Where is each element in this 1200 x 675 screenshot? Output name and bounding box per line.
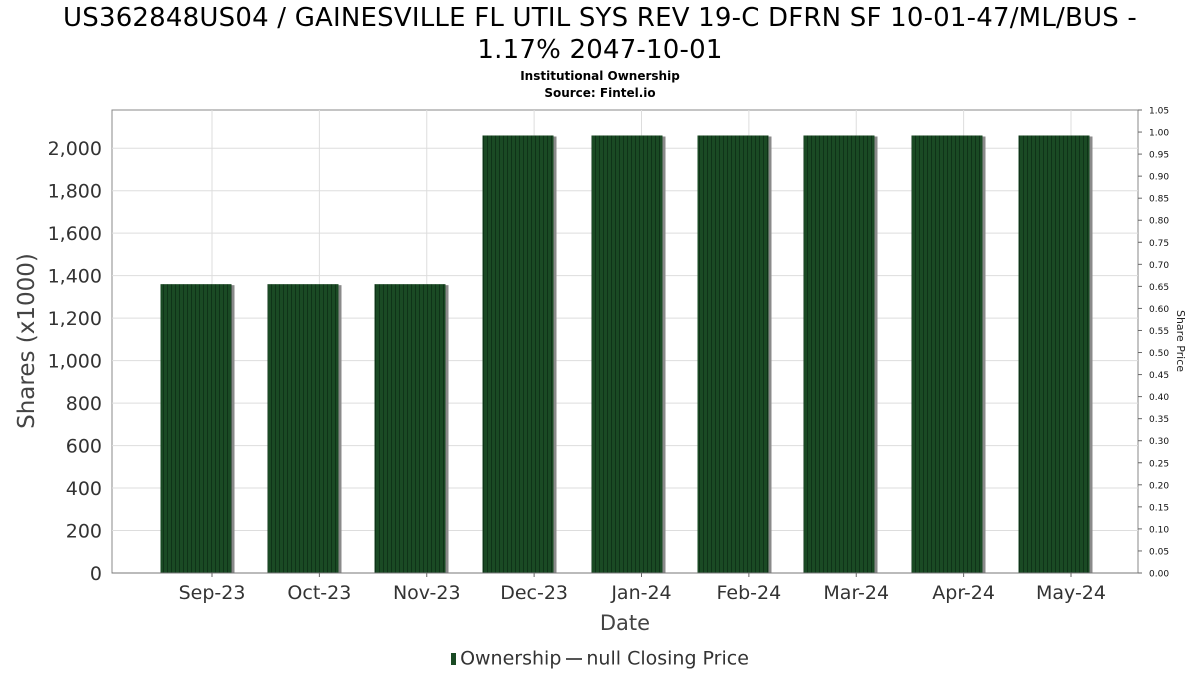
x-tick-label: Apr-24 [932,582,995,604]
y2-tick-label: 0.30 [1149,437,1169,447]
y2-tick-label: 0.05 [1149,547,1169,557]
y2-tick-label: 0.60 [1149,305,1169,315]
y2-tick-label: 0.50 [1149,349,1169,359]
y2-tick-label: 0.55 [1149,327,1169,337]
legend-price-swatch [566,657,583,660]
y2-tick-label: 0.70 [1149,261,1169,271]
y2-tick-label: 0.45 [1149,371,1169,381]
y2-tick-label: 0.25 [1149,459,1169,469]
y2-tick-label: 0.85 [1149,195,1169,205]
y-tick-label: 0 [90,563,102,585]
y-tick-label: 2,000 [48,138,102,160]
bar-ownership [160,284,232,573]
y2-tick-label: 0.20 [1149,481,1169,491]
chart-subtitle: Institutional Ownership [520,69,680,83]
y-tick-label: 1,600 [48,223,102,245]
bar-ownership [697,135,769,573]
y2-tick-label: 0.00 [1149,570,1169,580]
bar-ownership [482,135,554,573]
x-tick-label: May-24 [1036,582,1106,604]
y2-tick-label: 0.75 [1149,239,1169,249]
y-tick-label: 600 [66,436,102,458]
y-tick-label: 800 [66,393,102,415]
x-axis-label: Date [600,611,650,635]
legend: Ownership null Closing Price [0,647,1200,670]
legend-price-label: null Closing Price [586,647,749,670]
chart-title-line1: US362848US04 / GAINESVILLE FL UTIL SYS R… [63,3,1137,33]
chart-source: Source: Fintel.io [544,86,656,100]
bar-ownership [267,284,339,573]
chart-title: US362848US04 / GAINESVILLE FL UTIL SYS R… [0,2,1200,66]
x-tick-label: Jan-24 [610,582,671,604]
y2-tick-label: 0.35 [1149,415,1169,425]
legend-ownership-label: Ownership [460,647,562,670]
y2-tick-label: 0.10 [1149,525,1169,535]
y2-tick-label: 0.15 [1149,503,1169,513]
bar-ownership [1018,135,1090,573]
y-tick-label: 1,800 [48,181,102,203]
bars [112,135,1138,574]
bar-ownership [803,135,875,573]
x-axis-ticks: Sep-23 Oct-23 Nov-23 Dec-23 Jan-24 Feb-24 Mar-… [179,573,1106,604]
x-tick-label: Oct-23 [287,582,351,604]
y-tick-label: 1,000 [48,351,102,373]
y2-tick-label: 0.90 [1149,173,1169,183]
y-axis-ticks: 0 200 400 600 800 1,000 1,200 1,400 1,600 1,800 2,… [48,138,102,585]
x-tick-label: Feb-24 [717,582,782,604]
bar-ownership [911,135,983,573]
x-tick-label: Sep-23 [179,582,246,604]
chart-title-line2: 1.17% 2047-10-01 [477,35,723,65]
y2-axis-label: Share Price [1174,310,1187,372]
bar-ownership [374,284,446,573]
y2-tick-label: 0.65 [1149,283,1169,293]
y-axis-label: Shares (x1000) [14,253,40,429]
bar-ownership [591,135,663,573]
x-tick-label: Mar-24 [823,582,889,604]
y2-tick-label: 1.05 [1149,107,1169,117]
chart-area: 0 200 400 600 800 1,000 1,200 1,400 1,600 1,800 2,… [14,107,1187,636]
y2-axis-ticks: 0.00 0.05 0.10 0.15 0.20 0.25 0.30 0.35 0.40 0.45… [1138,107,1169,580]
y2-tick-label: 0.80 [1149,217,1169,227]
y2-tick-label: 0.40 [1149,393,1169,403]
legend-ownership-swatch [451,652,457,665]
y-tick-label: 400 [66,478,102,500]
y-tick-label: 1,400 [48,266,102,288]
x-tick-label: Nov-23 [393,582,461,604]
x-tick-label: Dec-23 [500,582,568,604]
y2-tick-label: 1.00 [1149,129,1169,139]
y-tick-label: 200 [66,521,102,543]
y2-tick-label: 0.95 [1149,151,1169,161]
y-tick-label: 1,200 [48,308,102,330]
